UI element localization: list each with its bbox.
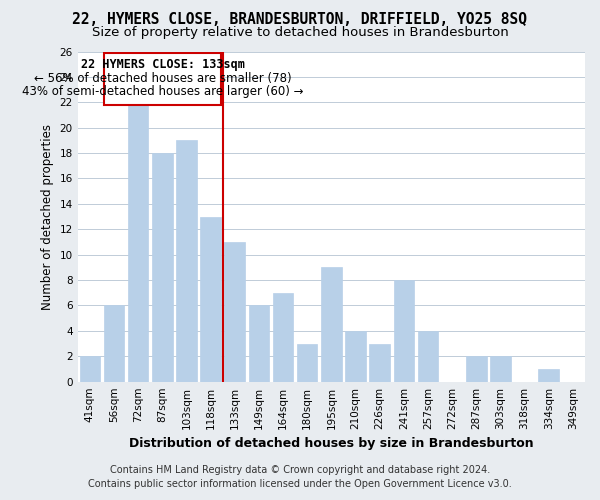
Text: 22 HYMERS CLOSE: 133sqm: 22 HYMERS CLOSE: 133sqm (81, 58, 245, 71)
Text: Size of property relative to detached houses in Brandesburton: Size of property relative to detached ho… (92, 26, 508, 39)
Bar (176, 140, 197, 382)
Bar (248, 306, 269, 382)
Text: ← 56% of detached houses are smaller (78): ← 56% of detached houses are smaller (78… (34, 72, 292, 85)
Bar (370, 344, 390, 382)
Bar (394, 280, 414, 382)
Text: 43% of semi-detached houses are larger (60) →: 43% of semi-detached houses are larger (… (22, 85, 304, 98)
Text: 22, HYMERS CLOSE, BRANDESBURTON, DRIFFIELD, YO25 8SQ: 22, HYMERS CLOSE, BRANDESBURTON, DRIFFIE… (73, 12, 527, 28)
Bar (104, 306, 124, 382)
Bar (200, 216, 221, 382)
Bar (128, 102, 148, 382)
Bar (297, 344, 317, 382)
Bar (490, 356, 511, 382)
Bar (152, 153, 173, 382)
Y-axis label: Number of detached properties: Number of detached properties (41, 124, 54, 310)
Bar (466, 356, 487, 382)
Bar (345, 331, 366, 382)
Text: Contains HM Land Registry data © Crown copyright and database right 2024.
Contai: Contains HM Land Registry data © Crown c… (88, 465, 512, 489)
Bar (80, 356, 100, 382)
Bar (538, 369, 559, 382)
Bar (321, 268, 341, 382)
Bar (273, 293, 293, 382)
Bar (224, 242, 245, 382)
Bar (418, 331, 438, 382)
X-axis label: Distribution of detached houses by size in Brandesburton: Distribution of detached houses by size … (129, 437, 533, 450)
FancyBboxPatch shape (104, 53, 221, 105)
